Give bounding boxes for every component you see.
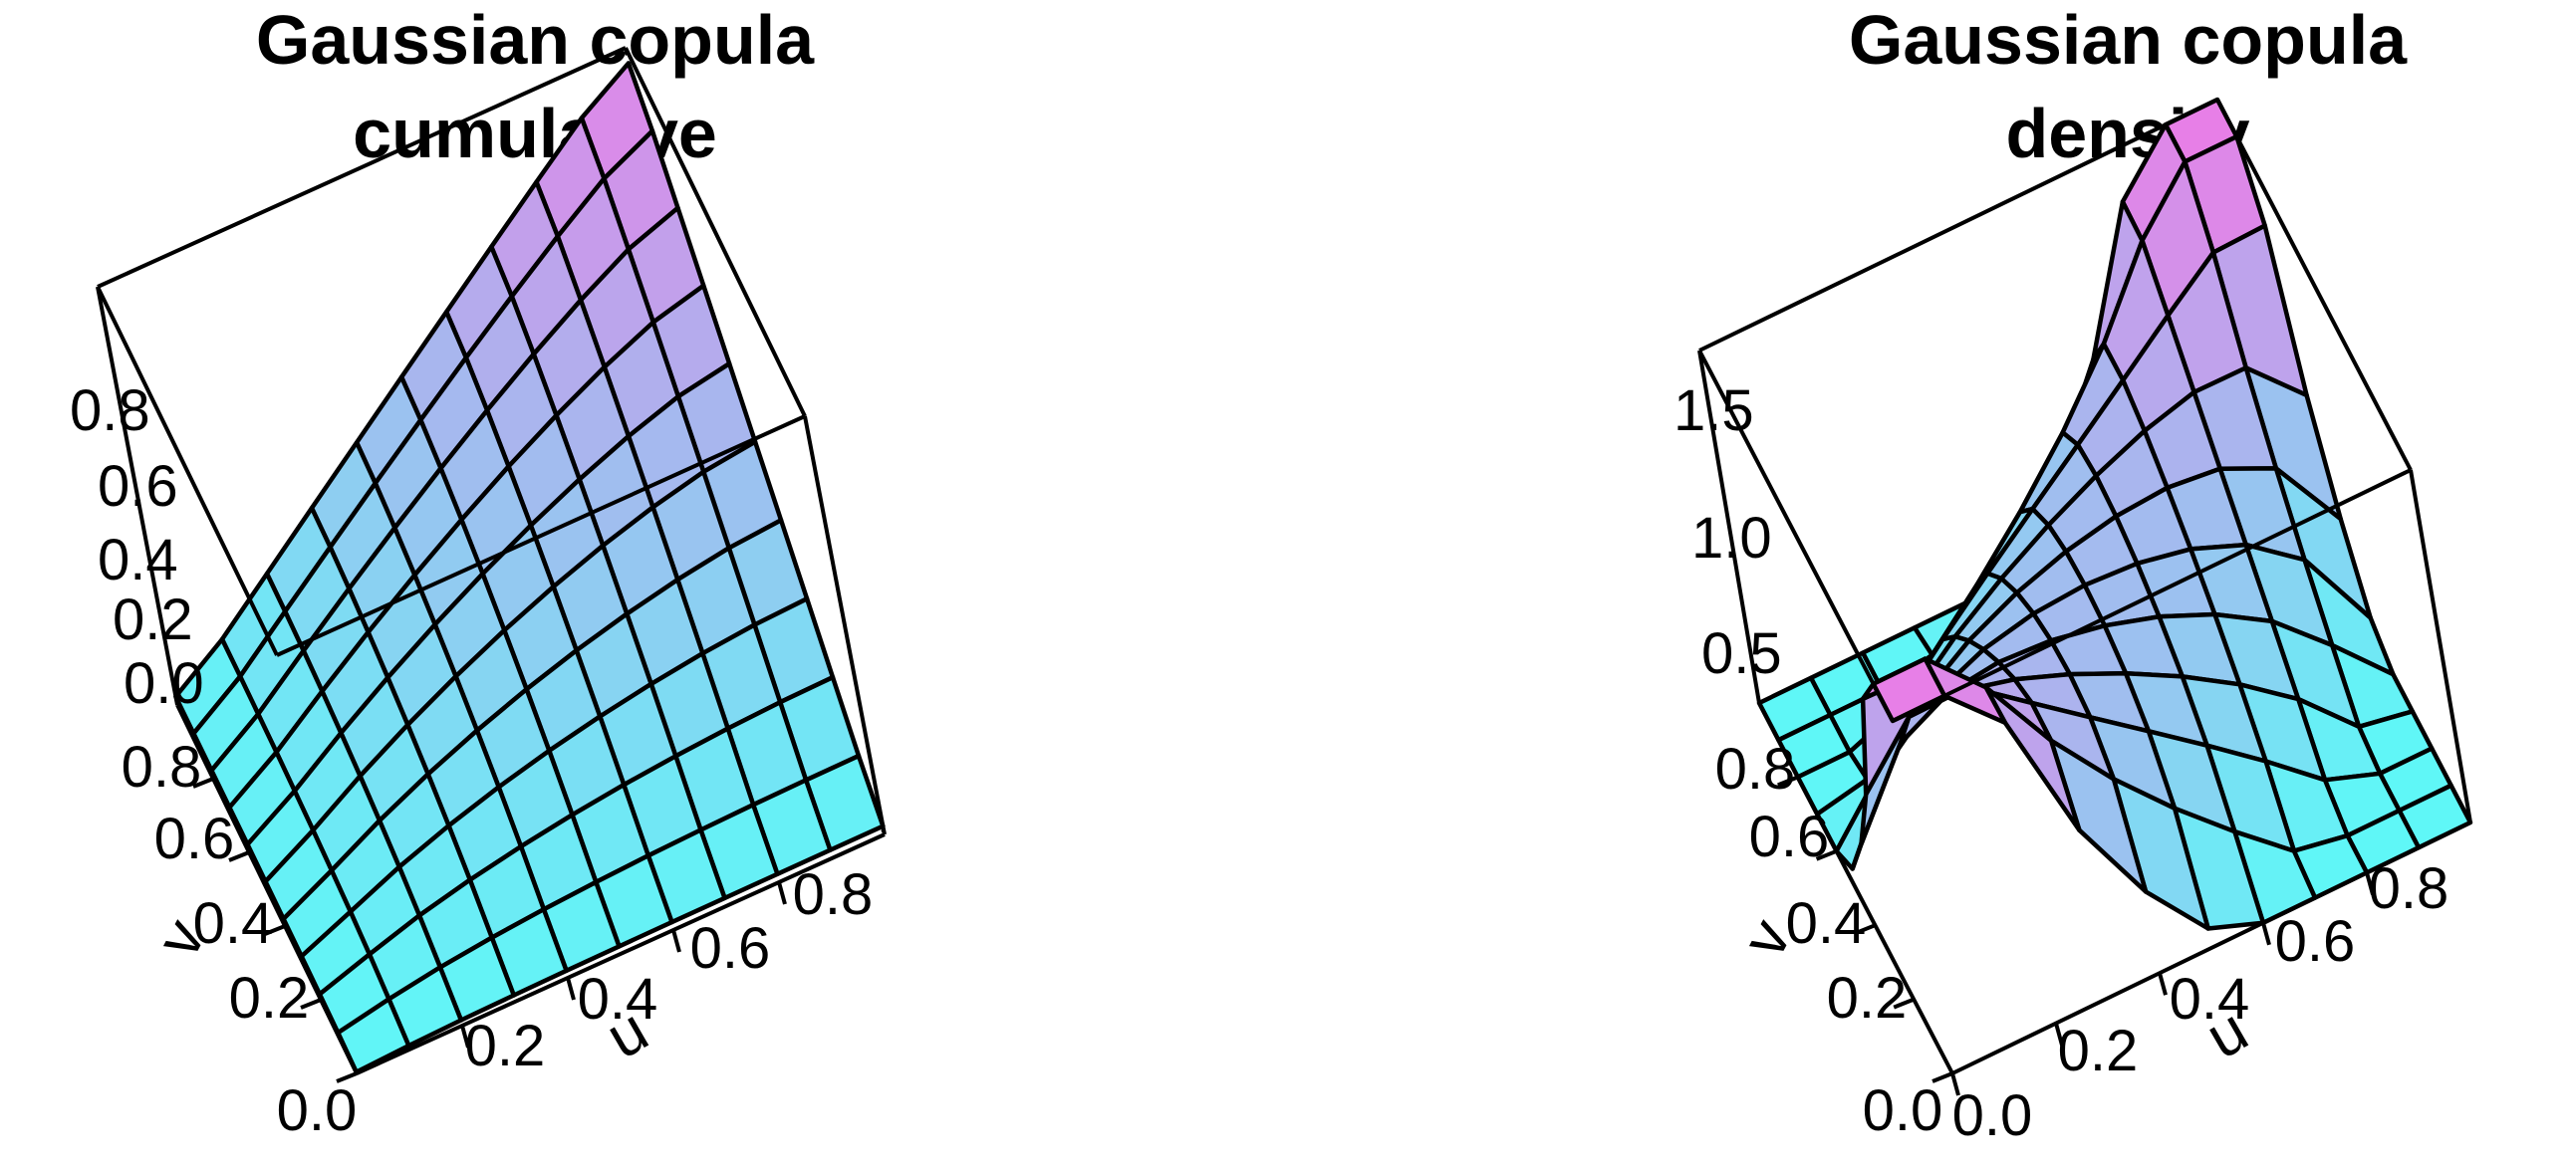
panel-density: Gaussian copula density 0.00.20.40.60.80…: [1674, 1, 2473, 1148]
box-edge: [1698, 98, 2218, 352]
x-tick-mark: [566, 977, 576, 1001]
x-tick-label: 0.6: [690, 916, 771, 981]
x-tick-mark: [671, 929, 681, 953]
y-tick-mark: [1893, 997, 1915, 1010]
y-tick-mark: [300, 998, 322, 1010]
surface-mesh: [173, 61, 886, 1074]
y-tick-mark: [1777, 775, 1799, 788]
box-edge: [356, 832, 886, 1075]
y-tick-mark: [336, 1071, 358, 1083]
y-tick-label: 0.6: [1749, 805, 1830, 869]
box-edge: [97, 46, 627, 289]
y-tick-mark: [228, 850, 250, 862]
box-edge: [1697, 350, 1761, 704]
box-front-edges: [1697, 98, 2472, 1075]
z-tick-label: 0.8: [70, 378, 150, 443]
box-edge: [96, 286, 179, 706]
x-tick-label: 0.0: [1952, 1083, 2033, 1148]
x-tick-label: 0.2: [2058, 1019, 2139, 1083]
z-tick-label: 0.6: [98, 454, 178, 519]
box-edge: [1697, 350, 1895, 722]
z-tick-label: 0.2: [113, 587, 193, 652]
y-tick-label: 0.2: [1827, 966, 1908, 1031]
x-tick-label: 0.6: [2275, 909, 2356, 974]
y-tick-label: 0.0: [1863, 1078, 1943, 1143]
box-edge: [624, 47, 807, 417]
x-tick-mark: [2054, 1023, 2064, 1047]
y-tick-label: 0.6: [154, 807, 235, 871]
y-tick-mark: [1932, 1071, 1953, 1083]
z-tick-label: 0.0: [124, 651, 204, 716]
box-edge: [175, 704, 359, 1074]
y-tick-label: 0.8: [1715, 737, 1796, 802]
chart-title-line-1: Gaussian copula: [1849, 1, 2408, 79]
y-tick-label: 0.8: [122, 735, 202, 800]
y-tick-mark: [1854, 923, 1877, 936]
y-tick-label: 0.4: [193, 891, 274, 956]
x-tick-label: 0.4: [2170, 967, 2250, 1032]
x-tick-label: 0.8: [793, 862, 874, 927]
box-edge: [2409, 469, 2472, 823]
x-tick-label: 0.2: [465, 1014, 546, 1078]
y-tick-label: 0.2: [229, 966, 310, 1031]
x-tick-mark: [2261, 922, 2271, 946]
y-tick-mark: [264, 924, 286, 936]
x-tick-mark: [1950, 1072, 1960, 1096]
box-edge: [1757, 702, 1954, 1074]
box-front-edges: [96, 46, 887, 1075]
y-tick-mark: [192, 777, 214, 789]
x-tick-label: 0.8: [2369, 856, 2449, 921]
chart-title-line-1: Gaussian copula: [256, 1, 815, 79]
y-tick-label: 0.0: [277, 1078, 358, 1143]
z-tick-label: 0.5: [1701, 621, 1782, 686]
axis-ticks: 0.00.20.40.60.80.00.20.40.60.80.51.01.5: [1674, 378, 2448, 1148]
panel-cumulative: Gaussian copula cumulative 0.20.40.60.80…: [70, 1, 887, 1143]
box-edge: [803, 415, 887, 835]
y-tick-mark: [1815, 848, 1838, 861]
axis-ticks: 0.20.40.60.80.00.20.40.60.80.00.20.40.60…: [70, 378, 873, 1143]
z-tick-label: 1.5: [1674, 378, 1754, 443]
z-tick-label: 0.4: [98, 528, 178, 592]
box-edge: [1892, 468, 2412, 723]
x-tick-mark: [2365, 871, 2375, 895]
box-edge: [96, 286, 279, 656]
z-tick-label: 1.0: [1691, 506, 1772, 571]
box-edge: [2215, 99, 2413, 471]
x-tick-mark: [2158, 972, 2168, 996]
x-tick-mark: [460, 1025, 470, 1049]
box-edge: [276, 414, 806, 657]
x-tick-label: 0.4: [578, 967, 658, 1032]
surface-mesh: [1756, 97, 2473, 931]
box-edge: [1951, 821, 2471, 1075]
y-tick-label: 0.4: [1786, 891, 1867, 956]
x-tick-mark: [777, 881, 787, 905]
